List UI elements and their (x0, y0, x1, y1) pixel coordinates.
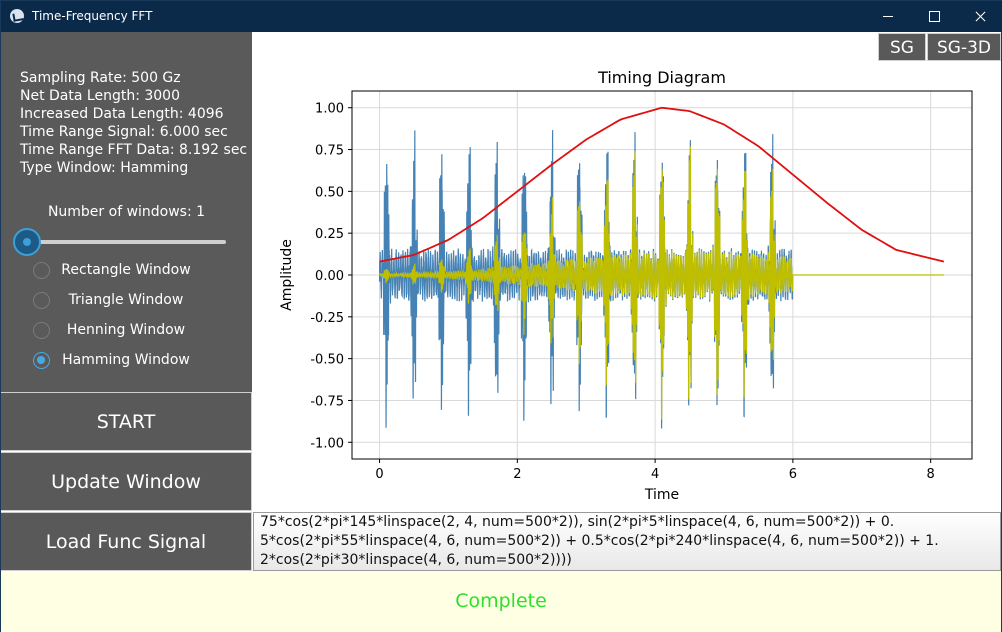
radio-button-checked[interactable] (33, 352, 50, 369)
load-func-signal-button[interactable]: Load Func Signal (1, 512, 252, 571)
close-button[interactable] (957, 1, 1002, 32)
update-window-button[interactable]: Update Window (1, 452, 252, 511)
status-text: Complete (455, 590, 547, 612)
y-tick-label: 0.75 (315, 144, 344, 159)
timing-diagram-chart: 0 2 4 6 8 -1.00 -0.75 -0.50 -0.25 0.00 0.25 0.50 0.7… (279, 68, 973, 503)
signal-info: Sampling Rate: 500 Gz Net Data Length: 3… (20, 69, 247, 177)
radio-label: Henning Window (66, 322, 186, 338)
minimize-button[interactable] (865, 1, 911, 32)
info-window-type: Type Window: Hamming (20, 160, 189, 176)
settings-panel: Sampling Rate: 500 Gz Net Data Length: 3… (1, 32, 252, 392)
y-axis-label: Amplitude (279, 239, 295, 311)
sg-3d-button[interactable]: SG-3D (927, 33, 1001, 61)
radio-label: Triangle Window (68, 292, 184, 308)
function-line: 2*cos(2*pi*30*linspace(4, 6, num=500*2))… (260, 552, 572, 568)
x-tick-label: 4 (651, 467, 659, 482)
y-tick-label: 1.00 (315, 102, 344, 117)
radio-triangle-window[interactable]: Triangle Window (1, 290, 252, 312)
radio-button[interactable] (33, 262, 50, 279)
y-tick-label: -0.75 (310, 394, 344, 409)
window-title: Time-Frequency FFT (32, 9, 153, 23)
info-increased-length: Increased Data Length: 4096 (20, 106, 224, 122)
function-line: 5*cos(2*pi*55*linspace(4, 6, num=500*2))… (260, 533, 939, 549)
radio-label: Hamming Window (62, 352, 190, 368)
radio-henning-window[interactable]: Henning Window (1, 320, 252, 342)
x-tick-label: 6 (789, 467, 797, 482)
info-sampling-rate: Sampling Rate: 500 Gz (20, 70, 181, 86)
app-logo-icon (10, 9, 24, 23)
windows-slider-track[interactable] (29, 240, 226, 244)
x-tick-label: 2 (513, 467, 521, 482)
y-tick-label: -0.50 (310, 353, 344, 368)
chart-series (378, 106, 945, 429)
title-bar: Time-Frequency FFT (1, 1, 1002, 32)
sg-button[interactable]: SG (878, 33, 926, 61)
chart-title: Timing Diagram (597, 68, 726, 87)
chart-ticks: 0 2 4 6 8 -1.00 -0.75 -0.50 -0.25 0.00 0.25 0.50 0.7… (310, 102, 934, 482)
function-line: 75*cos(2*pi*145*linspace(2, 4, num=500*2… (260, 514, 895, 530)
function-input[interactable]: 75*cos(2*pi*145*linspace(2, 4, num=500*2… (253, 512, 1001, 571)
radio-rectangle-window[interactable]: Rectangle Window (1, 260, 252, 282)
radio-button[interactable] (33, 322, 50, 339)
windows-slider-handle[interactable] (13, 228, 41, 256)
status-bar: Complete (1, 571, 1001, 632)
windows-count-label: Number of windows: 1 (47, 204, 206, 220)
y-tick-label: -1.00 (310, 436, 344, 451)
window-curve-line (379, 106, 945, 263)
radio-label: Rectangle Window (61, 262, 191, 278)
radio-button[interactable] (33, 292, 50, 309)
start-button[interactable]: START (1, 392, 252, 451)
windowed-series-line (378, 146, 944, 420)
y-tick-label: 0.25 (315, 227, 344, 242)
x-axis-label: Time (644, 487, 679, 503)
info-net-length: Net Data Length: 3000 (20, 88, 180, 104)
maximize-button[interactable] (911, 1, 957, 32)
y-tick-label: 0.00 (315, 269, 344, 284)
x-tick-label: 8 (927, 467, 935, 482)
radio-hamming-window[interactable]: Hamming Window (1, 350, 252, 372)
info-time-range-fft: Time Range FFT Data: 8.192 sec (20, 142, 248, 158)
y-tick-label: -0.25 (310, 311, 344, 326)
y-tick-label: 0.50 (315, 185, 344, 200)
info-time-range-signal: Time Range Signal: 6.000 sec (20, 124, 228, 140)
x-tick-label: 0 (375, 467, 383, 482)
